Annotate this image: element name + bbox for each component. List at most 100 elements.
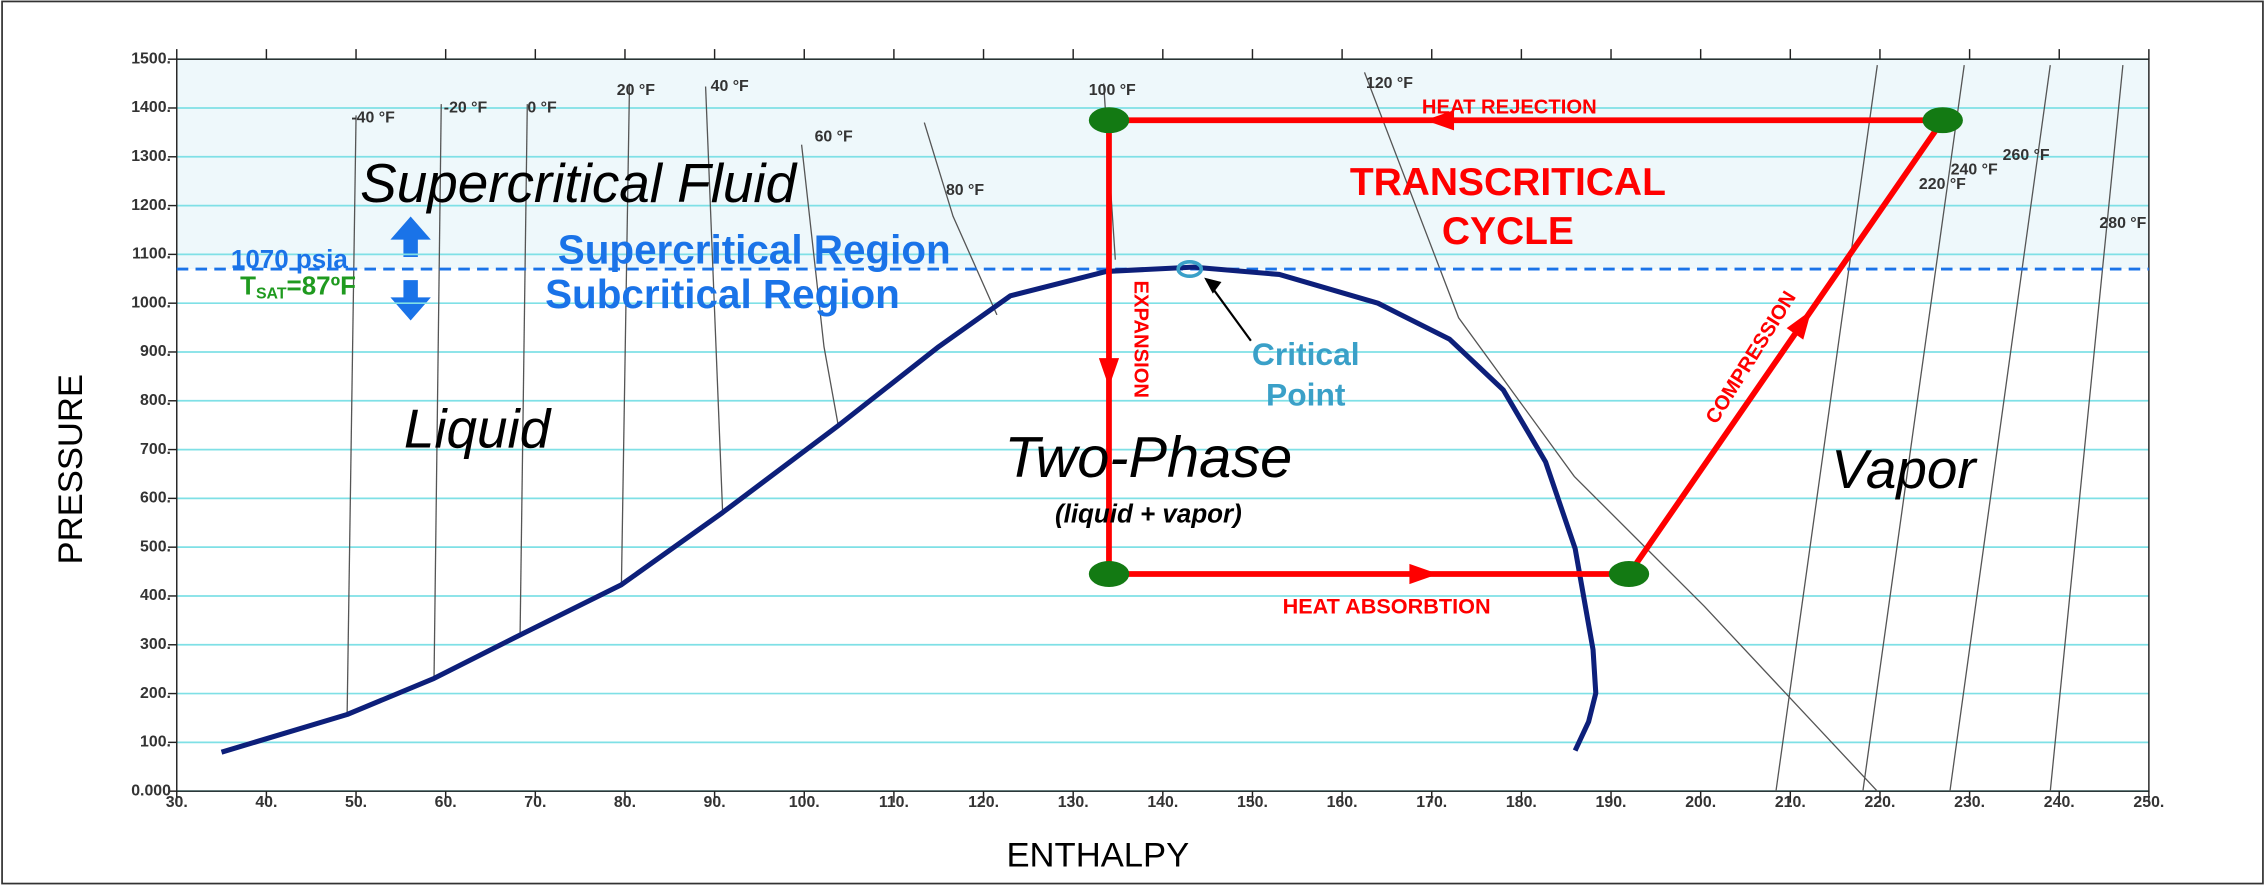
- supercritical-band: [176, 59, 2149, 270]
- annotation: Supercritical Fluid: [360, 152, 797, 214]
- tsat-sub: SAT: [256, 286, 287, 303]
- isotherm: [1775, 65, 1878, 792]
- x-tick-label: 70.: [524, 794, 546, 811]
- y-tick-label: 1300.: [131, 148, 171, 165]
- annotation: (liquid + vapor): [1055, 498, 1242, 528]
- x-tick-label: 40.: [255, 794, 277, 811]
- cycle-state-point: [1088, 561, 1130, 588]
- isotherm-label: 40 °F: [711, 78, 749, 95]
- y-tick-label: 200.: [140, 685, 171, 702]
- x-tick-label: 90.: [704, 794, 726, 811]
- x-tick-label: 120.: [968, 794, 999, 811]
- x-tick-label: 80.: [614, 794, 636, 811]
- y-tick-label: 1400.: [131, 99, 171, 116]
- y-tick-label: 500.: [140, 538, 171, 555]
- y-tick-label: 1100.: [132, 246, 171, 263]
- saturation-dome: [220, 264, 1599, 755]
- x-tick-label: 130.: [1058, 794, 1089, 811]
- isotherm-label: 0 °F: [527, 99, 557, 116]
- x-tick-label: 210.: [1775, 794, 1806, 811]
- tsat-main: T: [240, 270, 256, 300]
- isotherm: [433, 104, 442, 679]
- arrow-up: [390, 216, 431, 257]
- isotherm-label: -40 °F: [351, 110, 395, 127]
- y-tick-label: 700.: [140, 441, 171, 458]
- cycle-arrow: [1425, 110, 1455, 131]
- isotherm-label: -20 °F: [444, 99, 488, 116]
- isotherm: [620, 83, 631, 585]
- y-tick-label: 100.: [140, 734, 171, 751]
- y-tick-label: 0.000: [131, 782, 171, 799]
- annotation: Subcritical Region: [545, 271, 900, 317]
- plot-border: [176, 58, 2150, 792]
- arrow-down: [390, 280, 431, 321]
- isotherm: [519, 104, 528, 635]
- isotherm: [800, 144, 839, 426]
- isotherm: [1363, 72, 1878, 792]
- isotherm-label: 80 °F: [946, 182, 984, 199]
- region-arrows: [390, 216, 431, 321]
- x-tick-label: 230.: [1954, 794, 1985, 811]
- critical-point-label: Critical: [1252, 336, 1360, 372]
- isotherm: [923, 122, 998, 316]
- x-tick-label: 60.: [435, 794, 457, 811]
- y-tick-label: 1000.: [131, 294, 171, 311]
- x-tick-label: 200.: [1685, 794, 1716, 811]
- x-tick-label: 110.: [879, 794, 909, 811]
- annotation: Vapor: [1831, 438, 1978, 500]
- y-tick-label: 400.: [140, 587, 171, 604]
- isotherm-label: 20 °F: [617, 82, 655, 99]
- x-tick-label: 180.: [1506, 794, 1537, 811]
- annotation: Two-Phase: [1005, 426, 1293, 490]
- isotherm-label: 100 °F: [1089, 82, 1136, 99]
- isotherm-label: 60 °F: [815, 128, 853, 145]
- y-tick-label: 900.: [140, 343, 171, 360]
- isotherm: [346, 115, 357, 715]
- x-tick-label: 190.: [1596, 794, 1627, 811]
- x-tick-label: 50.: [345, 794, 367, 811]
- annotation: CYCLE: [1442, 210, 1574, 253]
- y-tick-label: 1500.: [131, 50, 171, 67]
- annotation: TRANSCRITICAL: [1350, 161, 1666, 204]
- annotation: EXPANSION: [1129, 281, 1151, 399]
- y-tick-label: 800.: [140, 392, 171, 409]
- x-tick-label: 220.: [1864, 794, 1895, 811]
- y-tick-label: 1200.: [131, 197, 171, 214]
- isotherm: [704, 86, 724, 513]
- critical-pointer-head: [1204, 277, 1222, 294]
- isotherm-label: 260 °F: [2003, 147, 2050, 164]
- x-tick-label: 140.: [1147, 794, 1178, 811]
- annotation: Liquid: [404, 398, 552, 460]
- tsat-label: TSAT=87ºF: [240, 270, 356, 303]
- reference-label: 1070 psia: [231, 244, 349, 274]
- annotation: HEAT ABSORBTION: [1283, 594, 1491, 619]
- plot-area: [176, 59, 2149, 792]
- isotherm: [1949, 65, 2051, 792]
- critical-point-label: Point: [1266, 376, 1346, 412]
- critical-point: [1176, 259, 1204, 279]
- cycle-state-point: [1922, 107, 1963, 134]
- isotherm-label: 120 °F: [1366, 75, 1413, 92]
- y-tick-label: 600.: [140, 490, 171, 507]
- x-tick-label: 100.: [789, 794, 820, 811]
- cycle-arrow: [1098, 358, 1120, 388]
- annotation: Supercritical Region: [558, 226, 951, 272]
- isotherm: [1862, 65, 1965, 792]
- isotherm-label: 220 °F: [1919, 176, 1966, 193]
- cycle-arrow: [1409, 563, 1439, 585]
- cycle-arrow: [1786, 310, 1812, 340]
- cycle-state-point: [1608, 561, 1650, 588]
- isotherm: [2049, 65, 2124, 792]
- isotherm-label: 240 °F: [1951, 162, 1998, 179]
- annotation: HEAT REJECTION: [1422, 97, 1597, 119]
- x-tick-label: 30.: [166, 794, 188, 811]
- x-tick-label: 150.: [1237, 794, 1268, 811]
- isotherm-label: 280 °F: [2099, 215, 2146, 232]
- y-tick-label: 300.: [140, 636, 171, 653]
- x-tick-label: 240.: [2044, 794, 2075, 811]
- x-axis-label: ENTHALPY: [1006, 837, 1189, 875]
- cycle-state-point: [1088, 107, 1130, 134]
- y-axis-label: PRESSURE: [52, 374, 90, 564]
